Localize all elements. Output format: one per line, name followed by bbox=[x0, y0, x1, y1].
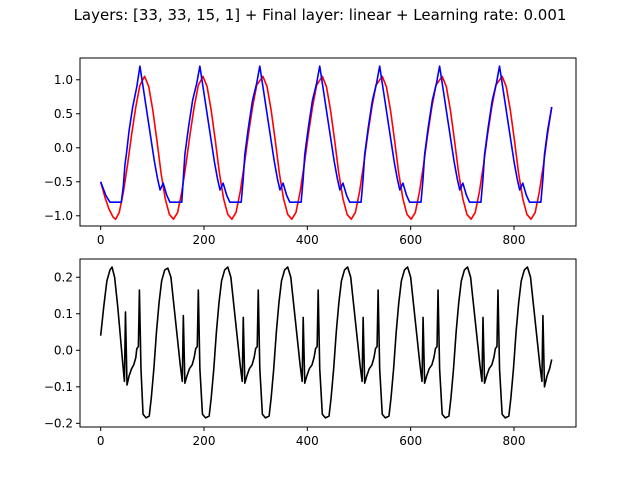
panel-1-xtick-label: 0 bbox=[97, 233, 105, 247]
panel-2-axes-frame bbox=[79, 258, 577, 428]
panel-2-ytick-label: 0.1 bbox=[54, 307, 73, 321]
panel-1-ytick-label: 0.0 bbox=[54, 141, 73, 155]
panel-1-xtick-label: 800 bbox=[503, 233, 526, 247]
panel-2-ytick-label: −0.1 bbox=[44, 380, 73, 394]
panel-2-xtick-label: 200 bbox=[193, 434, 216, 448]
panel-1-ytick-label: −1.0 bbox=[44, 209, 73, 223]
panel-1-ytick-label: −0.5 bbox=[44, 175, 73, 189]
panel-2-xtick-label: 600 bbox=[399, 434, 422, 448]
panel-2-ytick-label: −0.2 bbox=[44, 416, 73, 430]
panel-2-xtick-label: 0 bbox=[97, 434, 105, 448]
panel-2-series-1-line bbox=[99, 266, 553, 419]
figure-title: Layers: [33, 33, 15, 1] + Final layer: l… bbox=[73, 6, 567, 24]
panel-1-xtick-label: 200 bbox=[193, 233, 216, 247]
panel-1-axes-frame bbox=[79, 57, 577, 227]
panel-1-ytick-label: 0.5 bbox=[54, 107, 73, 121]
panel-1-series-1-line bbox=[99, 75, 553, 220]
panel-1-xtick-label: 400 bbox=[296, 233, 319, 247]
panel-1-ytick-label: 1.0 bbox=[54, 73, 73, 87]
panel-1-xtick-label: 600 bbox=[399, 233, 422, 247]
panel-2-ytick-label: 0.2 bbox=[54, 270, 73, 284]
panel-2-xtick-label: 800 bbox=[503, 434, 526, 448]
panel-2-ytick-label: 0.0 bbox=[54, 343, 73, 357]
panel-2-xtick-label: 400 bbox=[296, 434, 319, 448]
panel-1-series-2-line bbox=[99, 65, 553, 203]
